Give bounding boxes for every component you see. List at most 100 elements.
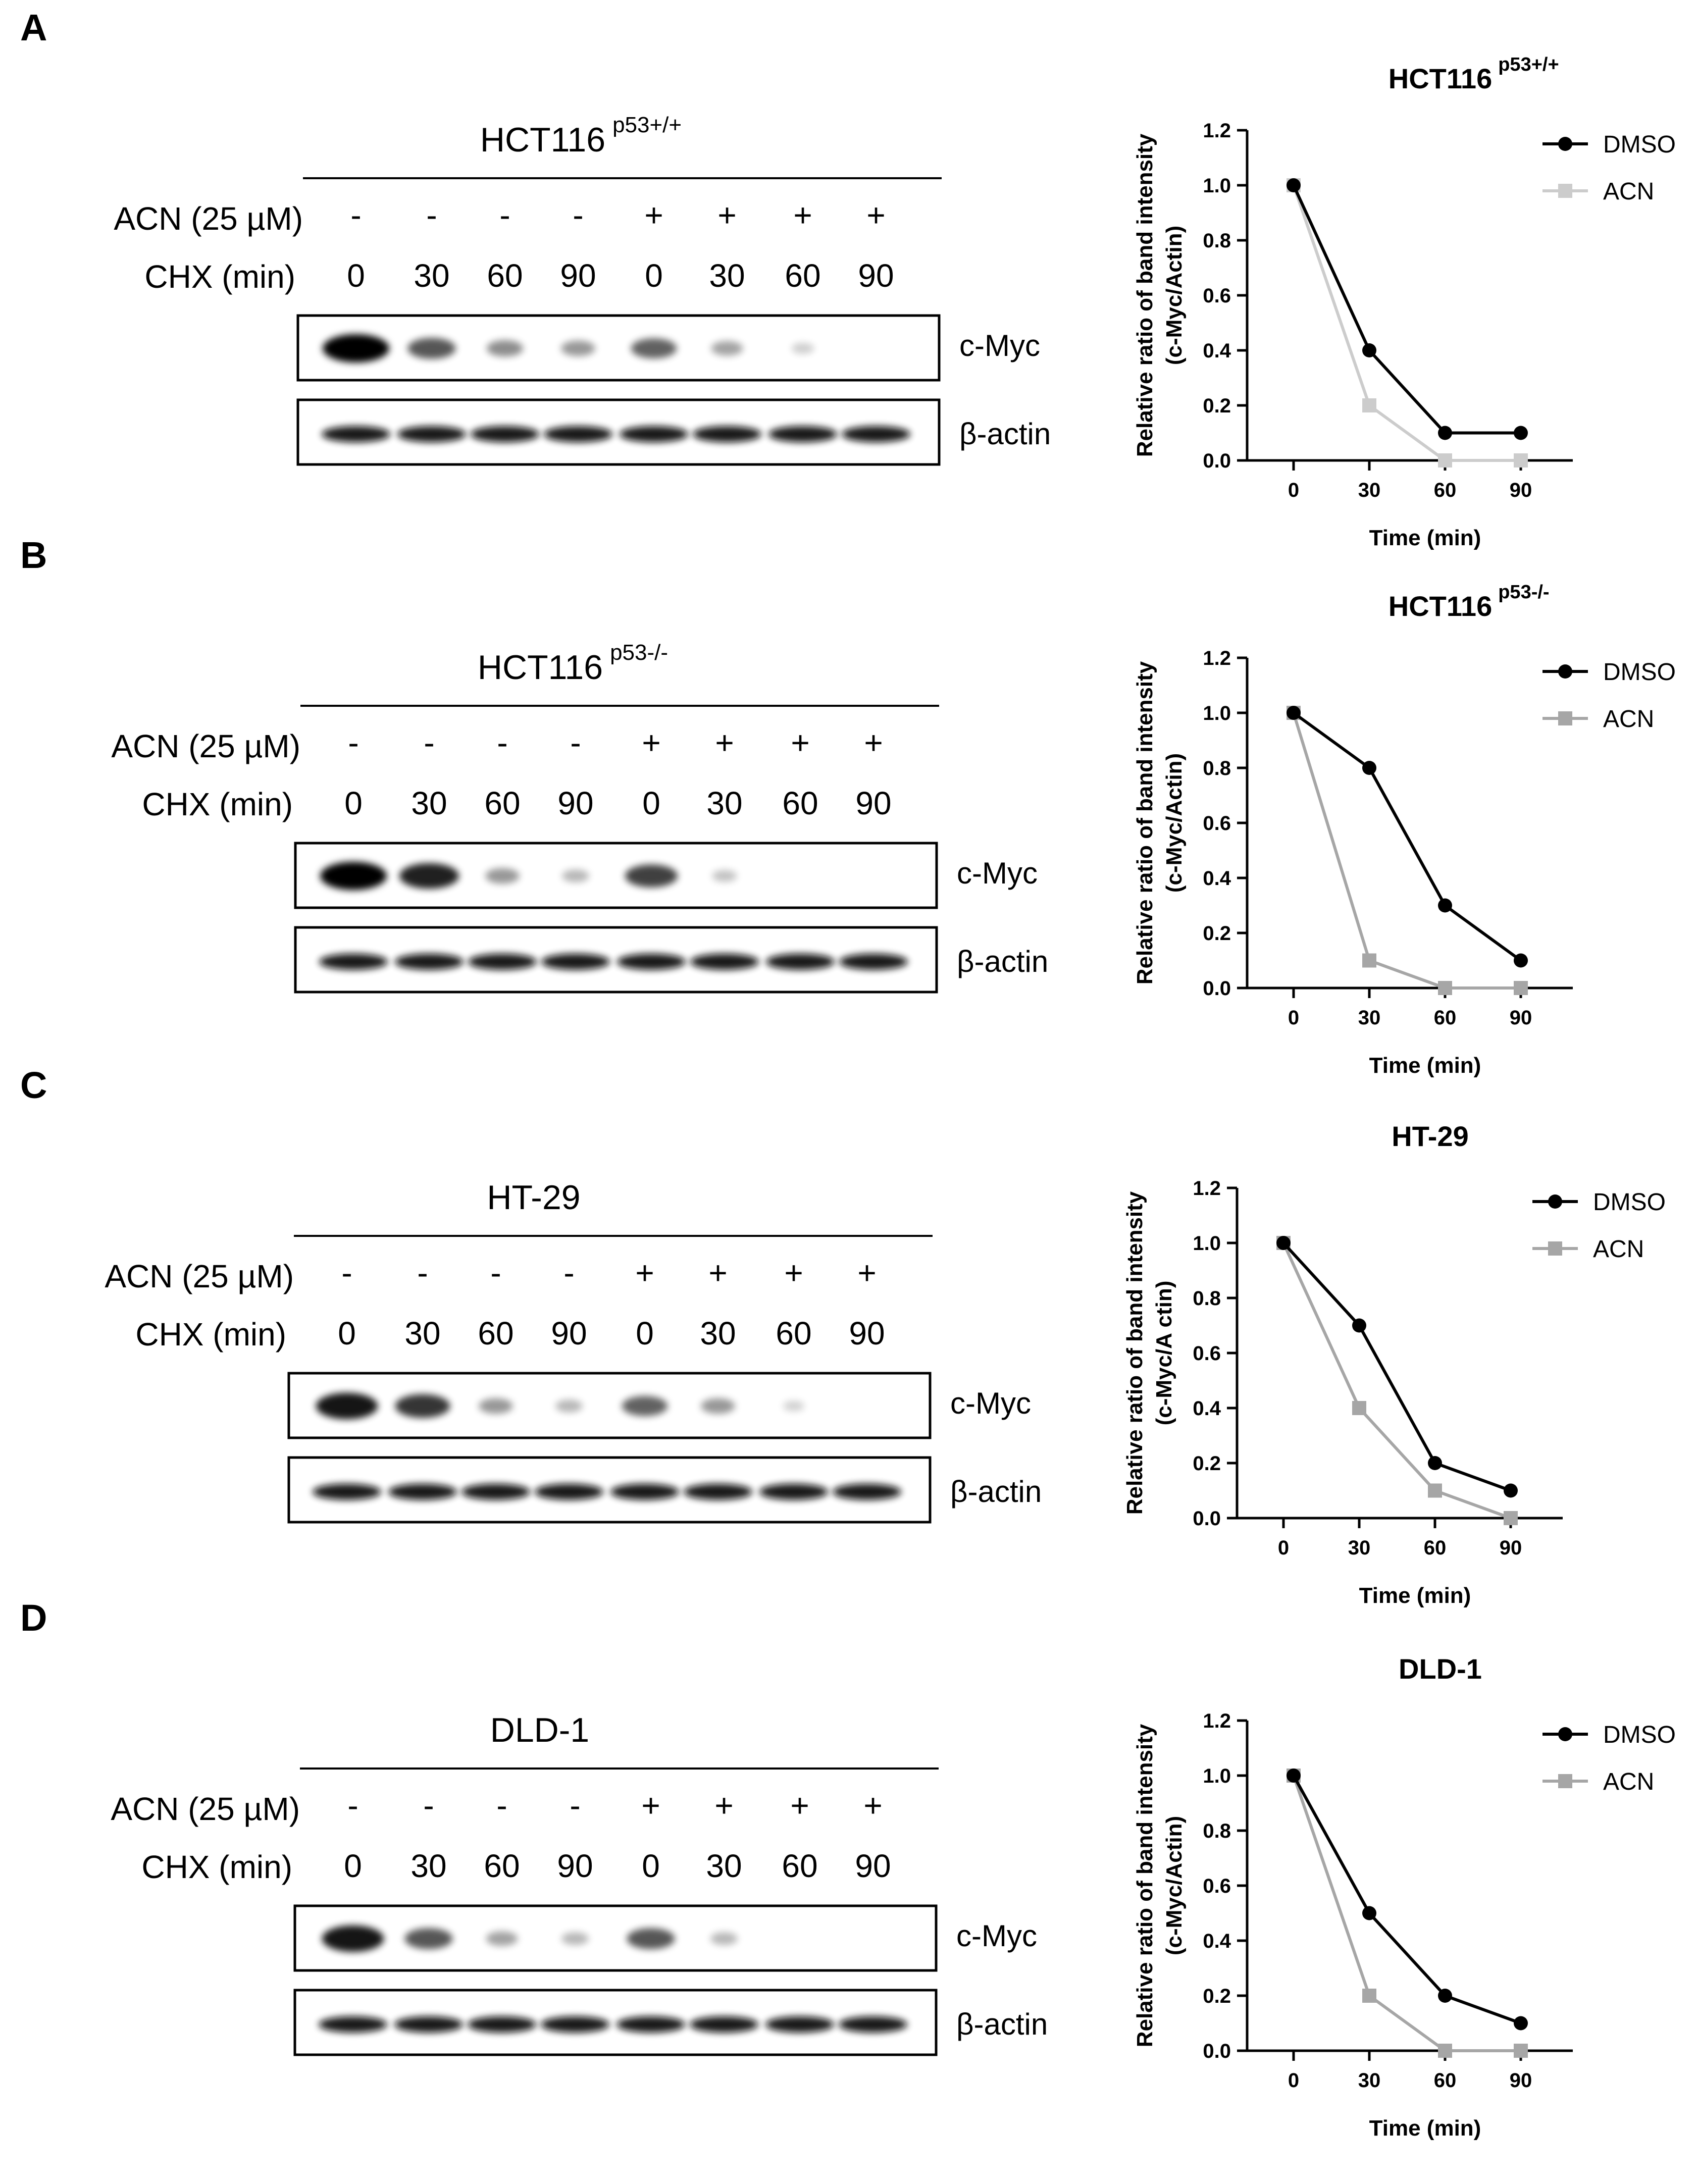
y-axis-label-sub: (c-Myc/Actin) — [1162, 226, 1187, 365]
legend-label-acn: ACN — [1603, 706, 1654, 733]
cell-line-label: HT-29 — [487, 1178, 580, 1217]
cmyc-band — [622, 1396, 668, 1416]
x-axis-label: Time (min) — [1369, 2116, 1481, 2141]
chx-time: 90 — [855, 1848, 891, 1884]
cmyc-blot — [287, 1372, 932, 1439]
chx-time: 60 — [785, 257, 820, 294]
acn-sign: + — [793, 197, 812, 233]
y-tick-label: 0.2 — [1203, 1985, 1231, 2007]
panel-b: B HCT116 p53-/- ACN (25 µM) CHX (min) - 0 - 30 - 6… — [20, 534, 1048, 994]
chx-time: 60 — [487, 257, 523, 294]
series-line-dmso — [1282, 1241, 1512, 1492]
y-axis-label: Relative ratio of band intensity — [1122, 1191, 1147, 1515]
cell-line-superscript: p53-/- — [610, 640, 668, 665]
actin-band — [842, 426, 910, 442]
actin-band — [541, 954, 610, 970]
actin-band — [471, 426, 539, 442]
y-tick-label: 1.0 — [1203, 1765, 1231, 1787]
y-axis-label-group-2: (c-Myc/Actin) — [1162, 1816, 1187, 1955]
acn-row-label: ACN (25 µM) — [114, 200, 303, 237]
chx-time: 30 — [706, 785, 742, 821]
chx-time: 30 — [700, 1315, 736, 1351]
actin-blot — [296, 398, 941, 466]
actin-band — [839, 2016, 907, 2033]
acn-sign: + — [642, 724, 660, 761]
acn-row-label: ACN (25 µM) — [105, 1258, 294, 1294]
acn-sign: + — [866, 197, 885, 233]
actin-band — [535, 1484, 603, 1500]
y-tick-label: 1.2 — [1203, 120, 1231, 142]
series-line-acn — [1292, 1775, 1521, 2052]
panel-c: C HT-29 ACN (25 µM) CHX (min) - 0 - 30 - 60 - 90 +0 +… — [20, 1064, 1042, 1524]
chx-time: 0 — [645, 257, 663, 294]
point-dmso — [1362, 1906, 1376, 1920]
chx-time: 0 — [347, 257, 365, 294]
legend-marker-dmso — [1558, 1727, 1572, 1741]
y-tick-label: 0.4 — [1203, 1930, 1231, 1952]
actin-band — [313, 1484, 381, 1500]
series-line-dmso — [1293, 711, 1522, 962]
x-tick-label: 90 — [1510, 479, 1532, 501]
y-tick-label: 1.0 — [1203, 175, 1231, 197]
cell-line-label: HCT116 — [480, 121, 605, 159]
x-tick-label: 60 — [1434, 1007, 1457, 1029]
legend-marker-acn — [1558, 1774, 1572, 1788]
panel-letter: A — [20, 7, 47, 48]
chx-time: 90 — [557, 1848, 593, 1884]
cmyc-band — [561, 340, 595, 356]
chx-time: 30 — [709, 257, 745, 294]
chx-time: 30 — [404, 1315, 440, 1351]
y-tick-label: 0.4 — [1203, 340, 1231, 362]
chx-time: 90 — [560, 257, 596, 294]
actin-band — [839, 954, 908, 970]
legend-marker-acn — [1548, 1241, 1562, 1256]
point-acn — [1438, 453, 1452, 467]
actin-blot — [287, 1456, 932, 1524]
acn-sign: + — [715, 724, 734, 761]
y-axis-label: Relative ratio of band intensity — [1133, 1724, 1157, 2047]
chart-title: DLD-1 — [1399, 1653, 1482, 1685]
actin-band — [759, 1484, 828, 1500]
acn-sign: - — [423, 1787, 434, 1824]
y-tick-label: 0.0 — [1203, 450, 1231, 472]
acn-sign: - — [426, 197, 437, 233]
legend-marker-dmso — [1558, 137, 1572, 151]
cmyc-band — [486, 1931, 518, 1946]
acn-sign: + — [717, 197, 736, 233]
point-acn — [1514, 2044, 1528, 2058]
acn-sign: - — [573, 197, 583, 233]
actin-band — [468, 954, 537, 970]
point-acn — [1352, 1401, 1366, 1415]
point-acn — [1428, 1483, 1442, 1498]
x-tick-label: 30 — [1348, 1537, 1371, 1559]
actin-band — [544, 426, 612, 442]
actin-band — [616, 2016, 685, 2033]
x-tick-label: 90 — [1510, 2069, 1532, 2092]
panel-letter: C — [20, 1064, 47, 1106]
chart-title: HCT116 — [1389, 63, 1492, 94]
acn-sign: - — [570, 1787, 580, 1824]
chx-row-label: CHX (min) — [144, 258, 295, 295]
actin-label: β-actin — [950, 1475, 1042, 1509]
point-dmso — [1287, 1769, 1301, 1783]
point-dmso — [1287, 178, 1301, 192]
cmyc-band — [555, 1399, 583, 1413]
y-tick-label: 1.2 — [1193, 1177, 1221, 1200]
x-tick-label: 60 — [1434, 2069, 1457, 2092]
cmyc-band — [320, 862, 387, 890]
panel-letter: D — [20, 1597, 47, 1639]
chx-time: 90 — [855, 785, 891, 821]
cmyc-band — [316, 1392, 378, 1420]
y-tick-label: 1.0 — [1203, 702, 1231, 724]
acn-sign: - — [499, 197, 510, 233]
legend-label-acn: ACN — [1593, 1236, 1644, 1263]
chart-title-superscript: p53-/- — [1498, 582, 1549, 603]
cmyc-band — [791, 343, 814, 354]
cmyc-blot — [294, 842, 938, 909]
chx-time: 0 — [344, 1848, 362, 1884]
chx-time: 30 — [706, 1848, 742, 1884]
chart-4: DLD-1 0.0 0.2 0.4 0.6 0.8 1.0 1.2 0 30 60 90 Time (m… — [1133, 1653, 1676, 2141]
y-tick-label: 0.0 — [1193, 1507, 1221, 1530]
point-dmso — [1514, 2016, 1528, 2031]
y-tick-label: 0.8 — [1203, 757, 1231, 779]
